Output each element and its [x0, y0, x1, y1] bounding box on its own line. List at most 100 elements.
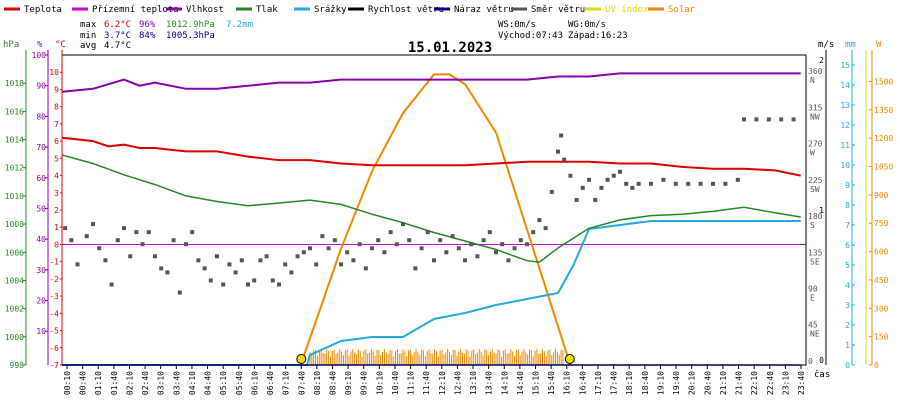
wind-dir-point: [661, 177, 666, 182]
x-tick-label: 05:40: [235, 371, 244, 395]
stat-min-hum: 84%: [139, 31, 156, 41]
wind-dir-point: [301, 250, 306, 255]
dir-tick-label: 180: [808, 212, 823, 221]
wind-dir-point: [779, 117, 784, 122]
wind-dir-point: [531, 230, 536, 235]
wind-dir-point: [115, 238, 120, 243]
dir-tick-label: 270: [808, 140, 823, 149]
temperature-line: [61, 136, 801, 177]
wind-dir-point: [208, 278, 213, 283]
mm-tick-label: 1: [845, 341, 850, 350]
sunset-time: Západ:16:23: [568, 31, 628, 41]
legend-label: UV index: [605, 5, 649, 15]
mm-tick-label: 3: [845, 301, 850, 310]
wind-dir-point: [630, 185, 635, 190]
wind-dir-point: [103, 258, 108, 263]
wind-dir-point: [252, 278, 257, 283]
wind-dir-point: [351, 258, 356, 263]
x-tick-label: 18:40: [641, 371, 650, 395]
wind-dir-point: [456, 246, 461, 251]
x-tick-label: 03:10: [157, 371, 166, 395]
stat-max-hum: 96%: [139, 20, 156, 30]
pct-tick-label: 40: [36, 235, 46, 244]
legend-label: Směr větru: [531, 5, 585, 15]
legend-label: Přízemní teplota: [92, 5, 179, 15]
wind-dir-point: [766, 117, 771, 122]
mm-tick-label: 8: [845, 201, 850, 210]
wind-dir-point: [227, 262, 232, 267]
pct-tick-label: 50: [36, 204, 46, 213]
x-tick-label: 12:10: [438, 371, 447, 395]
axes: 00:10 00:40 01:10 01:40 02:10 02:40 03:10 03:40…: [3, 40, 893, 395]
x-tick-label: 01:40: [110, 371, 119, 395]
wind-dir-point: [419, 246, 424, 251]
mm-tick-label: 15: [840, 61, 850, 70]
wind-dir-point: [559, 133, 564, 138]
x-tick-label: 06:10: [250, 371, 259, 395]
x-tick-label: 13:40: [485, 371, 494, 395]
stat-max-rain: 7.2mm: [226, 20, 253, 30]
legend-label: Náraz větru: [454, 5, 514, 15]
mm-tick-label: 13: [840, 101, 850, 110]
wind-dir-point: [140, 242, 145, 247]
mm-tick-label: 2: [845, 321, 850, 330]
c-tick-label: -2: [49, 275, 59, 284]
legend: Teplota Přízemní teplota Vlhkost Tlak Srážky…: [4, 5, 696, 15]
w-tick-label: 1200: [874, 134, 893, 143]
wind-dir-point: [425, 230, 430, 235]
x-tick-label: 09:10: [344, 371, 353, 395]
wind-dir-point: [698, 181, 703, 186]
chart-date: 15.01.2023: [408, 40, 492, 56]
ms-tick-label: 2: [819, 56, 824, 65]
x-tick-label: 11:10: [407, 371, 416, 395]
x-tick-label: 22:40: [766, 371, 775, 395]
wind-dir-point: [215, 254, 219, 259]
hpa-tick-label: 1008: [5, 220, 24, 229]
wind-dir-point: [432, 258, 436, 263]
wind-dir-point: [233, 270, 238, 275]
x-tick-label: 02:10: [125, 371, 134, 395]
wind-dir-point: [84, 234, 89, 239]
x-unit-label: čas: [814, 369, 830, 380]
hpa-tick-label: 1016: [5, 107, 24, 116]
x-tick-label: 01:10: [94, 371, 103, 395]
stat-min-temp: 3.7°C: [104, 31, 131, 41]
wind-dir-point: [295, 254, 300, 259]
dir-name-label: SW: [810, 185, 820, 194]
x-tick-label: 23:10: [781, 371, 790, 395]
hpa-tick-label: 1006: [5, 248, 24, 257]
humidity-line: [61, 72, 801, 93]
c-tick-label: -3: [49, 292, 59, 301]
mm-tick-label: 6: [845, 241, 850, 250]
x-tick-label: 07:40: [297, 371, 306, 395]
w-tick-label: 750: [874, 219, 889, 228]
wind-dir-point: [791, 117, 796, 122]
sun-event-marker: [296, 354, 307, 364]
w-tick-label: 450: [874, 276, 889, 285]
x-tick-label: 19:10: [656, 371, 665, 395]
wind-dir-point: [593, 197, 598, 202]
c-tick-label: 9: [54, 85, 59, 94]
x-tick-label: 17:10: [594, 371, 603, 395]
wind-dir-point: [506, 258, 511, 263]
x-tick-label: 23:40: [797, 371, 806, 395]
x-tick-label: 17:40: [610, 371, 619, 395]
wind-dir-point: [636, 181, 641, 186]
w-tick-label: 900: [874, 191, 889, 200]
wind-dir-point: [221, 282, 226, 287]
wind-dir-point: [587, 177, 591, 182]
dir-name-label: W: [810, 149, 815, 158]
wind-dir-point: [394, 242, 399, 247]
c-tick-label: 10: [49, 68, 59, 77]
x-tick-label: 05:10: [219, 371, 228, 395]
mm-tick-label: 9: [845, 181, 850, 190]
x-tick-label: 08:10: [313, 371, 322, 395]
hpa-tick-label: 1018: [5, 79, 24, 88]
c-tick-label: 1: [54, 223, 59, 232]
pct-tick-label: 20: [36, 297, 46, 306]
c-unit-label: °C: [55, 40, 66, 50]
wind-info: WS:0m/s WG:0m/s Východ:07:43 Západ:16:23: [498, 20, 628, 41]
w-tick-label: 0: [874, 361, 879, 370]
hpa-tick-label: 1014: [5, 136, 24, 145]
x-tick-label: 21:10: [719, 371, 728, 395]
